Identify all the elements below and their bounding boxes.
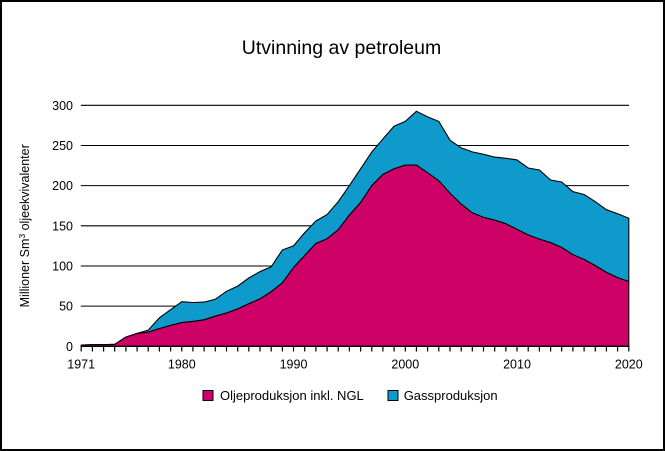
svg-text:300: 300 — [52, 99, 73, 113]
svg-text:Gassproduksjon: Gassproduksjon — [404, 388, 498, 403]
svg-text:0: 0 — [66, 340, 73, 354]
svg-text:Oljeproduksjon inkl. NGL: Oljeproduksjon inkl. NGL — [220, 388, 364, 403]
svg-text:Utvinning av petroleum: Utvinning av petroleum — [242, 37, 441, 59]
svg-text:1990: 1990 — [280, 358, 308, 372]
svg-text:1971: 1971 — [67, 358, 95, 372]
svg-text:2010: 2010 — [503, 358, 531, 372]
svg-text:1980: 1980 — [168, 358, 196, 372]
svg-text:100: 100 — [52, 260, 73, 274]
svg-text:200: 200 — [52, 179, 73, 193]
svg-text:150: 150 — [52, 219, 73, 233]
svg-text:50: 50 — [59, 300, 73, 314]
svg-text:250: 250 — [52, 139, 73, 153]
svg-text:2020: 2020 — [615, 358, 643, 372]
svg-text:Millioner Sm3 oljeekvivalenter: Millioner Sm3 oljeekvivalenter — [17, 144, 32, 307]
svg-text:2000: 2000 — [391, 358, 419, 372]
